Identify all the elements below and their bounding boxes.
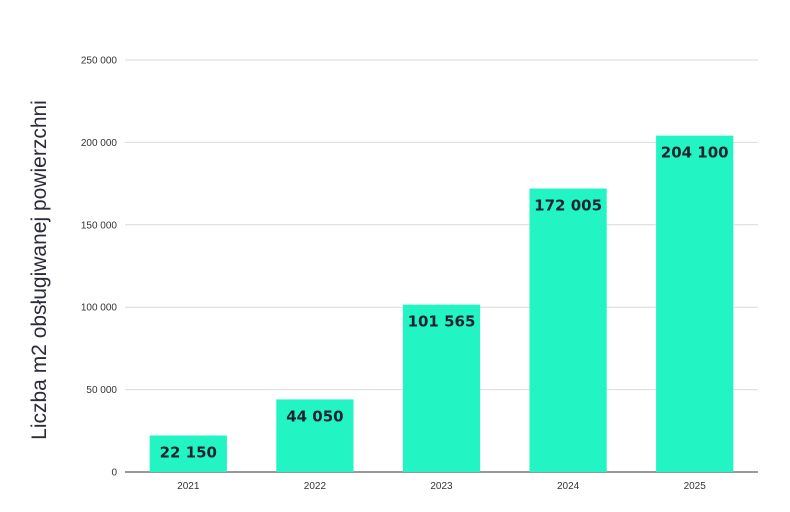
x-tick-label: 2023 [430,481,453,492]
data-label: 172 005 [534,197,602,215]
x-axis-ticks: 2021 2022 2023 2024 2025 [177,481,706,492]
y-axis-ticks: 0 50 000 100 000 150 000 200 000 250 000 [81,56,118,479]
data-labels: 22 150 44 050 101 565 172 005 204 100 [160,144,729,462]
y-tick-label: 250 000 [81,56,118,67]
y-tick-label: 150 000 [81,220,118,231]
bar-2023 [402,304,481,472]
data-label: 22 150 [160,443,217,461]
bar-2024 [529,188,607,472]
y-tick-label: 100 000 [81,303,118,314]
bar-2022 [276,399,354,472]
x-tick-label: 2021 [177,481,200,492]
y-axis-label: Liczba m2 obsługiwanej powierzchni [28,100,51,440]
x-tick-label: 2022 [304,481,327,492]
bars [149,135,734,473]
y-tick-label: 200 000 [81,138,118,149]
y-tick-label: 50 000 [86,385,117,396]
x-tick-label: 2024 [557,481,580,492]
data-label: 44 050 [286,407,343,425]
data-label: 101 565 [408,313,476,331]
bar-2025 [656,135,734,473]
data-label: 204 100 [661,144,729,162]
x-tick-label: 2025 [684,481,707,492]
y-tick-label: 0 [111,468,117,479]
bar-2021 [149,435,227,472]
